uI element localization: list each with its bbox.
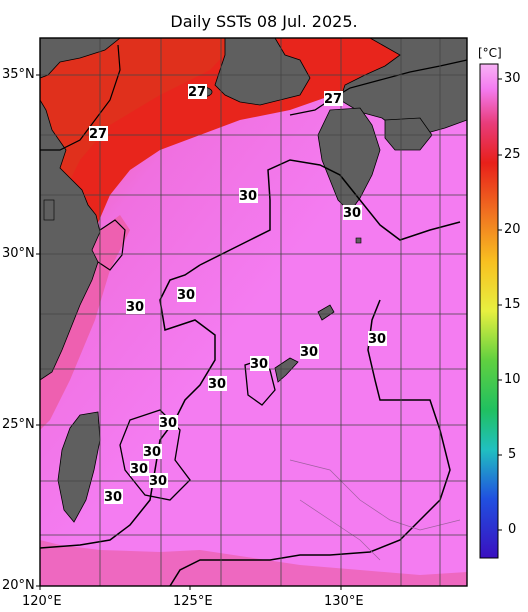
contour-line-30b	[39, 264, 216, 549]
colorbar-tick-label: 10	[504, 372, 521, 387]
lon-label: 130°E	[324, 594, 364, 609]
contour-label: 30	[343, 206, 361, 221]
contour-label: 30	[239, 189, 257, 204]
faint-contour-2	[299, 499, 381, 561]
contour-label: 30	[104, 490, 122, 505]
colorbar	[479, 63, 499, 559]
contour-line-30	[199, 159, 461, 266]
faint-contour	[289, 459, 461, 531]
contour-label: 30	[177, 288, 195, 303]
lat-label: 30°N	[2, 246, 35, 261]
contour-line-30c	[169, 299, 451, 587]
amami-island	[317, 304, 335, 321]
colorbar-tick-label: 25	[504, 147, 521, 162]
warm-water-region	[40, 38, 467, 340]
korea-landmass	[214, 37, 311, 106]
graticule	[40, 38, 467, 586]
contour-label: 27	[324, 92, 342, 107]
contour-line-27	[40, 44, 121, 151]
map-frame	[39, 37, 468, 587]
zhoushan-islands	[43, 199, 55, 221]
lat-label: 20°N	[2, 578, 35, 593]
south-transition-region	[40, 540, 467, 586]
china-landmass	[39, 38, 101, 381]
colorbar-tick-label: 0	[508, 522, 517, 537]
map-title: Daily SSTs 08 Jul. 2025.	[170, 12, 358, 31]
contour-label: 30	[159, 416, 177, 431]
colorbar-tick-label: 5	[508, 447, 517, 462]
contour-label: 30	[368, 332, 386, 347]
lat-label: 25°N	[2, 417, 35, 432]
contour-label: 30	[250, 357, 268, 372]
taiwan-landmass	[57, 411, 101, 523]
contour-label: 27	[89, 127, 107, 142]
shikoku-landmass	[384, 117, 433, 151]
contour-line-27b	[289, 59, 468, 116]
contour-label: 30	[300, 345, 318, 360]
colorbar-tick-label: 15	[504, 297, 521, 312]
contour-label: 30	[126, 300, 144, 315]
contour-label: 30	[149, 474, 167, 489]
colorbar-tick-label: 20	[504, 222, 521, 237]
contour-label: 27	[188, 85, 206, 100]
honshu-landmass	[339, 37, 468, 136]
colorbar-unit: [°C]	[478, 46, 502, 60]
contour-label: 30	[208, 377, 226, 392]
contour-label: 30	[143, 445, 161, 460]
colorbar-tick-label: 30	[504, 71, 521, 86]
small-island	[355, 237, 362, 244]
lat-label: 35°N	[2, 67, 35, 82]
cooler-north-region	[40, 38, 240, 230]
lon-label: 125°E	[173, 594, 213, 609]
contour-label: 30	[130, 462, 148, 477]
contour-loop-coast	[97, 219, 126, 271]
lon-label: 120°E	[22, 594, 62, 609]
frame-ticks	[36, 74, 342, 590]
colorbar-ticks	[498, 78, 502, 531]
